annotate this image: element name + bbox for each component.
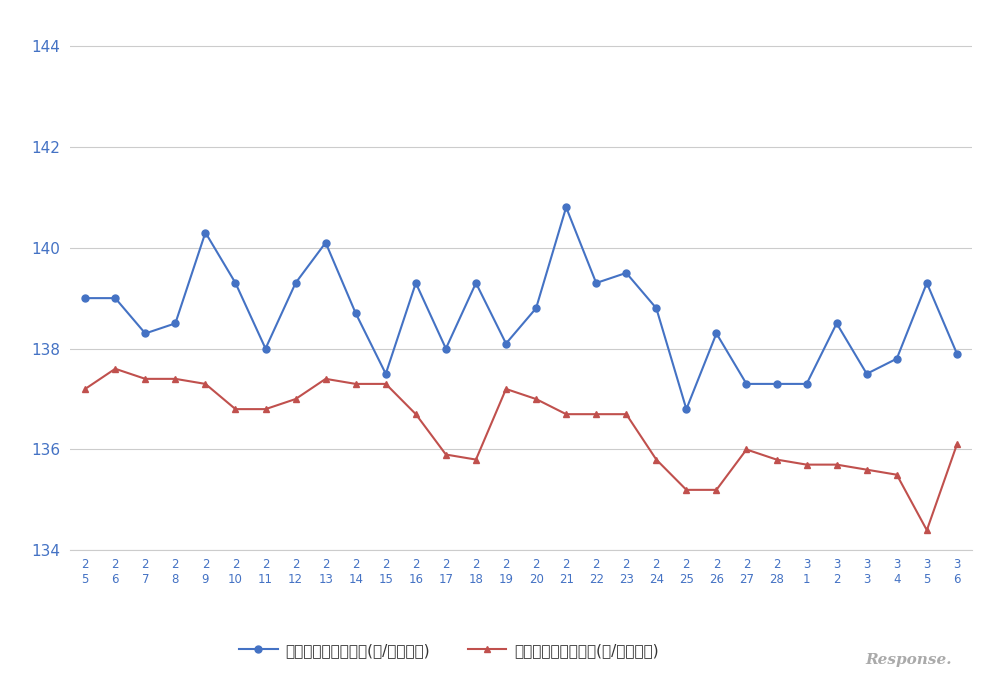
レギュラー実売価格(円/リットル)	[260, 405, 272, 413]
レギュラー看板価格(円/リットル)	[169, 319, 181, 327]
レギュラー看板価格(円/リットル)	[199, 228, 211, 237]
Line: レギュラー看板価格(円/リットル): レギュラー看板価格(円/リットル)	[82, 204, 960, 413]
レギュラー看板価格(円/リットル)	[680, 405, 692, 413]
レギュラー実売価格(円/リットル)	[139, 375, 151, 383]
レギュラー看板価格(円/リットル)	[530, 304, 542, 312]
レギュラー看板価格(円/リットル)	[590, 279, 602, 287]
レギュラー実売価格(円/リットル)	[470, 455, 482, 464]
レギュラー看板価格(円/リットル)	[229, 279, 241, 287]
レギュラー看板価格(円/リットル)	[139, 330, 151, 338]
レギュラー看板価格(円/リットル)	[891, 354, 903, 363]
レギュラー実売価格(円/リットル)	[650, 455, 662, 464]
レギュラー看板価格(円/リットル)	[109, 294, 121, 302]
レギュラー看板価格(円/リットル)	[861, 369, 873, 378]
Line: レギュラー実売価格(円/リットル): レギュラー実売価格(円/リットル)	[82, 365, 960, 534]
レギュラー実売価格(円/リットル)	[680, 486, 692, 494]
レギュラー看板価格(円/リットル)	[801, 380, 813, 388]
レギュラー看板価格(円/リットル)	[79, 294, 91, 302]
レギュラー看板価格(円/リットル)	[771, 380, 783, 388]
レギュラー看板価格(円/リットル)	[320, 239, 332, 247]
レギュラー看板価格(円/リットル)	[290, 279, 302, 287]
Legend: レギュラー看板価格(円/リットル), レギュラー実売価格(円/リットル): レギュラー看板価格(円/リットル), レギュラー実売価格(円/リットル)	[233, 637, 664, 665]
レギュラー実売価格(円/リットル)	[620, 410, 632, 418]
レギュラー看板価格(円/リットル)	[560, 203, 572, 211]
レギュラー看板価格(円/リットル)	[350, 309, 362, 317]
レギュラー実売価格(円/リットル)	[861, 466, 873, 474]
レギュラー看板価格(円/リットル)	[921, 279, 933, 287]
レギュラー実売価格(円/リットル)	[831, 460, 843, 469]
レギュラー実売価格(円/リットル)	[921, 526, 933, 535]
レギュラー実売価格(円/リットル)	[350, 380, 362, 388]
レギュラー実売価格(円/リットル)	[590, 410, 602, 418]
レギュラー看板価格(円/リットル)	[470, 279, 482, 287]
レギュラー実売価格(円/リットル)	[320, 375, 332, 383]
レギュラー実売価格(円/リットル)	[560, 410, 572, 418]
レギュラー看板価格(円/リットル)	[620, 269, 632, 277]
Text: Response.: Response.	[866, 654, 952, 667]
レギュラー看板価格(円/リットル)	[831, 319, 843, 327]
レギュラー看板価格(円/リットル)	[500, 339, 512, 347]
レギュラー看板価格(円/リットル)	[650, 304, 662, 312]
レギュラー実売価格(円/リットル)	[199, 380, 211, 388]
レギュラー実売価格(円/リットル)	[500, 385, 512, 393]
レギュラー看板価格(円/リットル)	[951, 350, 963, 358]
レギュラー看板価格(円/リットル)	[410, 279, 422, 287]
レギュラー実売価格(円/リットル)	[951, 440, 963, 449]
レギュラー看板価格(円/リットル)	[260, 345, 272, 353]
レギュラー看板価格(円/リットル)	[380, 369, 392, 378]
レギュラー実売価格(円/リットル)	[290, 395, 302, 403]
レギュラー看板価格(円/リットル)	[710, 330, 722, 338]
レギュラー看板価格(円/リットル)	[440, 345, 452, 353]
レギュラー実売価格(円/リットル)	[109, 365, 121, 373]
レギュラー実売価格(円/リットル)	[801, 460, 813, 469]
レギュラー実売価格(円/リットル)	[79, 385, 91, 393]
レギュラー実売価格(円/リットル)	[440, 451, 452, 459]
レギュラー実売価格(円/リットル)	[771, 455, 783, 464]
レギュラー実売価格(円/リットル)	[530, 395, 542, 403]
レギュラー実売価格(円/リットル)	[740, 445, 753, 453]
レギュラー看板価格(円/リットル)	[740, 380, 753, 388]
レギュラー実売価格(円/リットル)	[891, 471, 903, 479]
レギュラー実売価格(円/リットル)	[229, 405, 241, 413]
レギュラー実売価格(円/リットル)	[169, 375, 181, 383]
レギュラー実売価格(円/リットル)	[410, 410, 422, 418]
レギュラー実売価格(円/リットル)	[380, 380, 392, 388]
レギュラー実売価格(円/リットル)	[710, 486, 722, 494]
